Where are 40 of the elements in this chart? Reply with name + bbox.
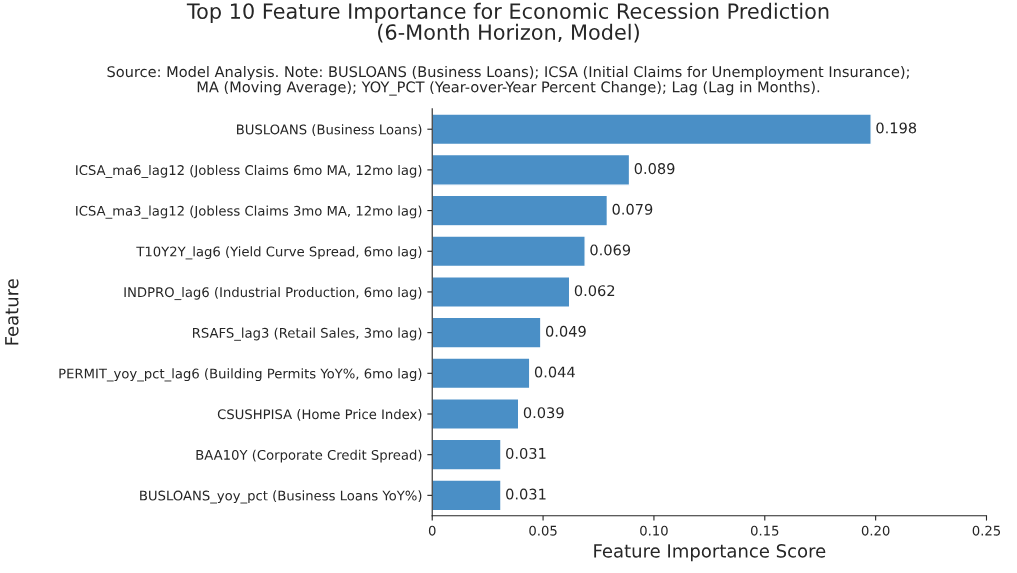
y-tick-label: T10Y2Y_lag6 (Yield Curve Spread, 6mo lag) (136, 246, 422, 260)
y-tick-label: CSUSHPISA (Home Price Index) (217, 408, 422, 421)
x-tick-label: 0.10 (640, 525, 668, 536)
data-label: 0.031 (506, 488, 546, 500)
y-tick-label: BAA10Y (Corporate Credit Spread) (196, 449, 422, 463)
data-label: 0.044 (534, 366, 575, 378)
y-tick-label: ICSA_ma6_lag12 (Jobless Claims 6mo MA, 12mo lag) (76, 164, 422, 179)
y-tick-label: PERMIT_yoy_pct_lag6 (Building Permits YoY%, 6mo lag) (59, 368, 422, 382)
y-tick-label: INDPRO_lag6 (Industrial Production, 6mo lag) (124, 286, 422, 301)
bar (432, 113, 872, 146)
data-label: 0.031 (506, 447, 546, 459)
chart-subtitle: Source: Model Analysis. Note: BUSLOANS (Business Loans); ICSA (Initial Claims for Unemployment Insurance); MA (Moving Average); YOY_PCT (Year-over-Year Percent Change); Lag (Lag in Months). (107, 65, 909, 96)
x-tick-label: 0.20 (861, 525, 890, 536)
bar (432, 479, 502, 512)
data-label: 0.198 (876, 122, 917, 134)
y-tick-label: BUSLOANS (Business Loans) (237, 124, 422, 136)
bar (432, 235, 586, 268)
bar (432, 438, 502, 471)
data-label: 0.062 (574, 285, 615, 297)
y-tick-label: ICSA_ma3_lag12 (Jobless Claims 3mo MA, 12mo lag) (76, 205, 422, 219)
bar (432, 316, 542, 349)
bar (432, 194, 609, 227)
bar (432, 153, 631, 186)
data-label: 0.069 (590, 244, 631, 256)
data-label: 0.049 (545, 325, 586, 337)
x-tick-label: 0 (428, 525, 436, 536)
data-label: 0.039 (523, 407, 564, 419)
y-tick-label: BUSLOANS_yoy_pct (Business Loans YoY%) (140, 490, 422, 504)
data-label: 0.079 (612, 203, 653, 215)
data-label: 0.089 (634, 163, 675, 175)
bar (432, 357, 531, 390)
x-tick-label: 0.15 (750, 525, 779, 536)
y-axis-title: Feature (5, 279, 19, 345)
bar (432, 398, 520, 430)
x-tick-label: 0.25 (972, 525, 1001, 536)
x-axis-title: Feature Importance Score (594, 544, 826, 562)
bar (432, 275, 571, 308)
y-tick-label: RSAFS_lag3 (Retail Sales, 3mo lag) (193, 327, 422, 341)
x-tick-label: 0.05 (529, 525, 557, 536)
chart-title: Top 10 Feature Importance for Economic Recession Prediction (6-Month Horizon, Model) (186, 2, 829, 43)
